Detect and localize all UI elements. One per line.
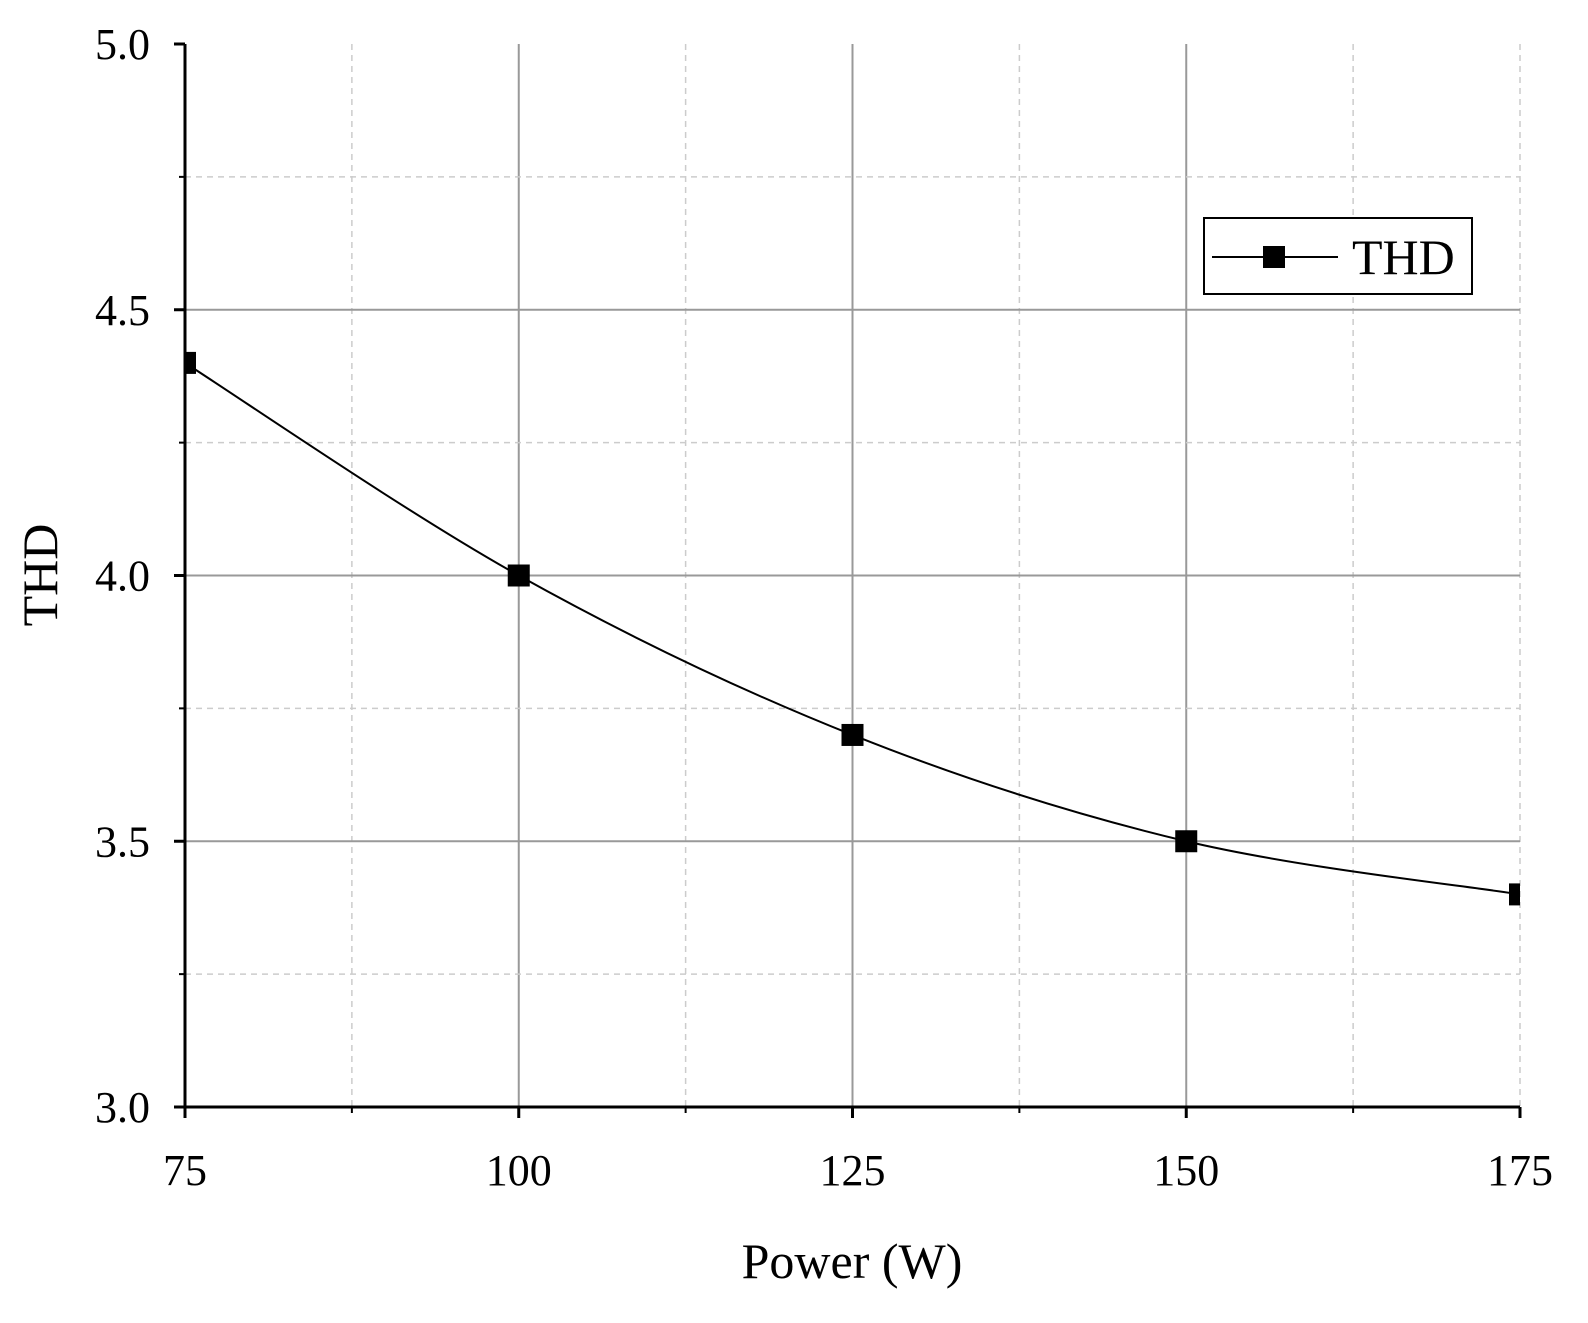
axes: [174, 42, 1522, 1118]
legend-marker: [1263, 246, 1285, 268]
x-tick-label: 100: [486, 1146, 552, 1195]
legend: THD: [1203, 217, 1473, 295]
series-layer: [185, 351, 1520, 906]
data-point-marker: [1175, 830, 1198, 853]
y-tick-label: 3.0: [95, 1083, 150, 1132]
data-point-marker: [507, 564, 530, 587]
y-tick-label: 4.5: [95, 286, 150, 335]
x-tick-label: 75: [163, 1146, 207, 1195]
data-point-marker: [185, 351, 196, 374]
tick-labels: 75 100 125 150 175 3.0 3.5 4.0 4.5 5.0: [95, 20, 1553, 1195]
grid: [185, 44, 1521, 1107]
y-tick-label: 5.0: [95, 20, 150, 69]
data-point-marker: [841, 723, 864, 746]
x-tick-label: 125: [820, 1146, 886, 1195]
y-axis-title: THD: [12, 524, 68, 627]
y-tick-label: 4.0: [95, 552, 150, 601]
x-tick-label: 150: [1153, 1146, 1219, 1195]
y-tick-label: 3.5: [95, 817, 150, 866]
legend-label: THD: [1352, 229, 1455, 285]
x-axis-title: Power (W): [742, 1233, 963, 1289]
data-point-marker: [1509, 883, 1520, 906]
x-tick-label: 175: [1487, 1146, 1553, 1195]
